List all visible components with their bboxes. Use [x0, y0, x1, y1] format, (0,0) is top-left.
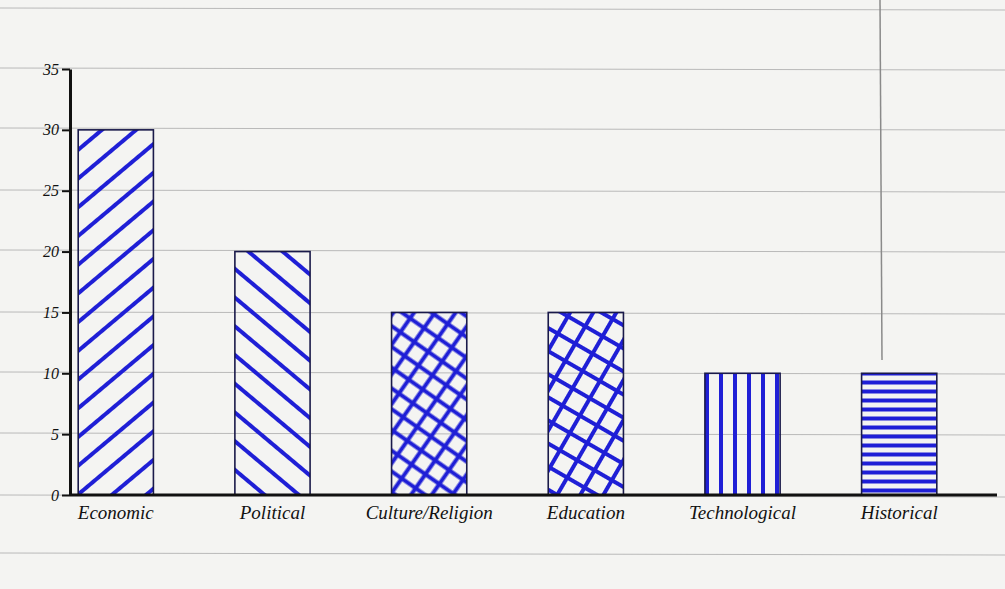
y-tick: 25 [43, 182, 70, 199]
y-tick-mark [62, 434, 70, 436]
y-tick: 10 [43, 365, 70, 382]
bar [705, 373, 780, 495]
bar [235, 252, 310, 495]
y-tick-mark [62, 373, 70, 375]
bar [78, 130, 153, 495]
x-axis: Economic Political Culture/Religion Educati… [70, 495, 997, 523]
x-tick: Culture/Religion [366, 502, 493, 523]
paper [0, 0, 1005, 589]
y-tick-label: 35 [42, 61, 59, 78]
y-tick-mark [62, 190, 70, 192]
x-tick-label: Technological [689, 502, 796, 523]
y-tick-mark [62, 312, 70, 314]
paper-background [0, 0, 1005, 589]
y-tick: 15 [43, 304, 70, 321]
y-axis: 0 5 10 15 20 25 30 35 [42, 61, 71, 504]
x-tick: Political [239, 502, 305, 523]
y-tick-label: 30 [42, 121, 59, 138]
bar [862, 373, 937, 495]
x-tick-label: Education [546, 502, 625, 523]
bars [78, 130, 937, 495]
x-tick: Historical [860, 502, 938, 523]
y-tick: 35 [42, 61, 70, 78]
y-tick-label: 10 [43, 365, 59, 382]
paper-margin [880, 0, 882, 360]
paper-rule [0, 553, 1005, 555]
y-tick-mark [62, 69, 70, 71]
y-tick-label: 5 [51, 426, 59, 443]
bar [548, 312, 623, 495]
y-tick-mark [62, 495, 70, 497]
y-tick: 5 [51, 426, 70, 443]
y-tick: 20 [43, 243, 70, 260]
y-tick-mark [62, 129, 70, 131]
x-tick: Education [546, 502, 625, 523]
y-tick: 30 [42, 121, 70, 138]
x-tick-label: Culture/Religion [366, 502, 493, 523]
y-tick: 0 [51, 487, 70, 504]
y-tick-label: 0 [51, 487, 59, 504]
y-tick-label: 15 [43, 304, 59, 321]
x-tick: Technological [689, 502, 796, 523]
paper-rule [0, 8, 1005, 10]
paper-rule [0, 68, 1005, 70]
y-tick-label: 25 [43, 182, 59, 199]
x-tick-label: Historical [860, 502, 938, 523]
chart: 0 5 10 15 20 25 30 35 Economic Political Culture/R… [0, 0, 1005, 589]
y-axis-line [69, 70, 72, 496]
x-axis-line [70, 494, 997, 497]
x-tick: Economic [77, 502, 155, 523]
paper-rule [0, 495, 1005, 497]
y-tick-label: 20 [43, 243, 59, 260]
bar [392, 312, 467, 495]
y-tick-mark [62, 251, 70, 253]
x-tick-label: Economic [77, 502, 155, 523]
x-tick-label: Political [239, 502, 305, 523]
